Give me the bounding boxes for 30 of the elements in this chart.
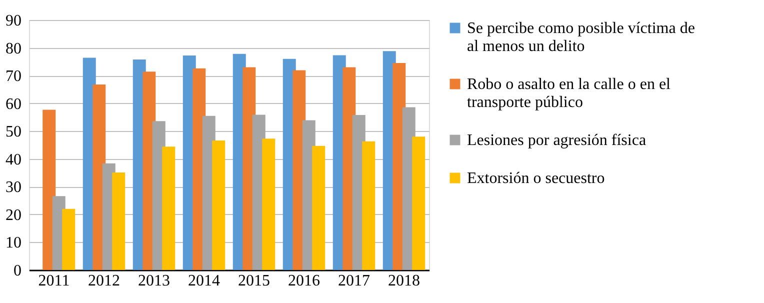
bar [162,146,176,270]
y-tick-label: 90 [6,12,22,30]
bar [312,146,326,270]
legend-label: Se percibe como posible víctima de al menos un delito [467,20,695,55]
y-tick-label: 10 [6,234,22,252]
y-tick-label: 30 [6,179,22,196]
y-tick-label: 40 [6,151,22,168]
legend-label: Lesiones por agresión física [467,132,646,149]
bar [212,140,226,270]
x-tick-label: 2018 [388,272,420,290]
y-tick-label: 80 [6,40,22,58]
y-tick-label: 50 [6,124,22,141]
x-tick-label: 2015 [238,272,270,290]
x-tick-label: 2011 [38,272,70,290]
y-tick-label: 0 [14,262,22,280]
x-tick-label: 2016 [288,272,320,290]
bar [362,141,376,270]
bar [62,208,76,270]
x-tick-label: 2017 [338,272,370,290]
x-tick-label: 2014 [188,272,220,290]
bar [112,172,126,270]
bar [412,136,426,270]
y-tick-label: 20 [6,206,22,224]
bar [262,138,276,270]
x-tick-label: 2012 [88,272,120,290]
legend-label: Extorsión o secuestro [467,170,605,187]
legend-label: Robo o asalto en la calle o en el transporte público [467,76,672,111]
y-tick-label: 60 [6,96,22,113]
x-tick-label: 2013 [138,272,170,290]
y-tick-label: 70 [6,68,22,86]
